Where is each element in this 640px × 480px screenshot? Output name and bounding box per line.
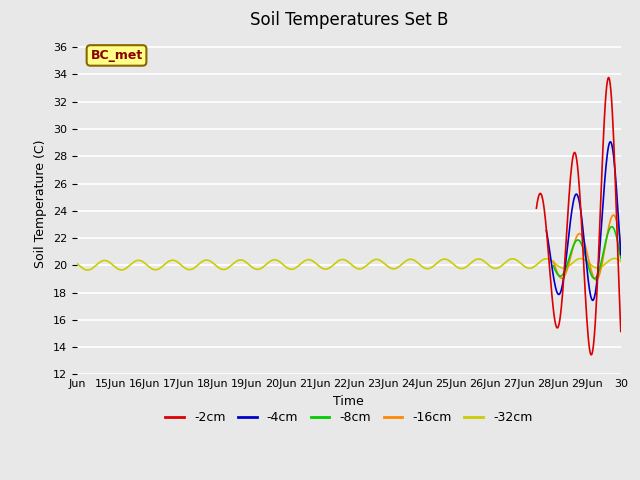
X-axis label: Time: Time <box>333 395 364 408</box>
Title: Soil Temperatures Set B: Soil Temperatures Set B <box>250 11 448 29</box>
Y-axis label: Soil Temperature (C): Soil Temperature (C) <box>35 140 47 268</box>
Text: BC_met: BC_met <box>90 49 143 62</box>
Legend: -2cm, -4cm, -8cm, -16cm, -32cm: -2cm, -4cm, -8cm, -16cm, -32cm <box>160 407 538 430</box>
